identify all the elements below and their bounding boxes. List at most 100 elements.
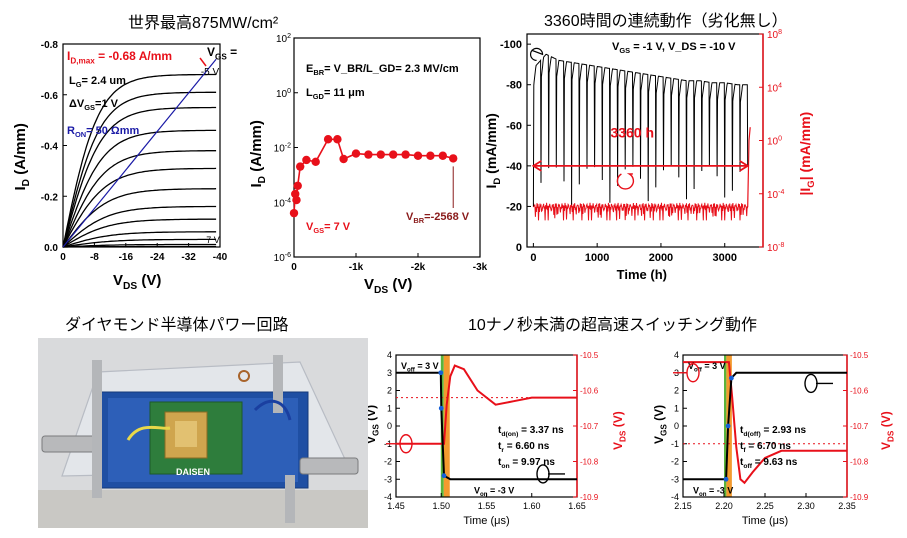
turn-on-ytick-label: 3 <box>387 368 392 378</box>
iv-curve <box>62 238 217 248</box>
turn-on-y2tick-label: -10.9 <box>580 493 599 502</box>
yellow-wire <box>126 425 171 441</box>
bd-point <box>339 154 348 164</box>
chart-layer: 0 -8 -16 -24 -32 -400.0-0.2-0.4-0.6-0.8ID,max… <box>12 29 895 527</box>
lt-y2tick-label: 10-8 <box>767 242 784 254</box>
turn-off-ytick-label: -2 <box>671 457 679 467</box>
iv-curve <box>63 245 217 248</box>
bd-series-line <box>293 138 454 214</box>
turn-off-xtick-label: 2.35 <box>838 501 856 511</box>
bd-point <box>323 135 333 144</box>
bd-xtick-label: -3k <box>473 262 488 273</box>
turn-on-y2tick-label: -10.6 <box>580 387 599 396</box>
duration-arrow-head-right <box>739 160 750 172</box>
standoff-2 <box>273 355 283 413</box>
gate-current-end <box>747 127 751 208</box>
bd-xtick-label: -2k <box>411 262 426 273</box>
gate-current-line <box>532 202 749 221</box>
turn-off-xlabel: Time (μs) <box>742 515 788 527</box>
lt-y2tick-label: 10-4 <box>767 189 784 201</box>
ron-fit-line <box>62 58 217 248</box>
duration-arrow-head-left <box>531 160 542 172</box>
lt-bias-label: VGS = -1 V, V_DS = -10 V <box>612 41 736 55</box>
turn-off-tt-label: toff = 9.63 ns <box>740 457 798 470</box>
bd-ytick-label: 100 <box>276 88 291 100</box>
turn-on-xtick-label: 1.60 <box>523 501 541 511</box>
iv-curve <box>62 91 217 248</box>
turn-on-ytick-label: -4 <box>384 492 392 502</box>
vgs-top-label: -5 V <box>201 67 220 78</box>
turn-on-marker <box>438 405 444 411</box>
ron-label: RON= 50 Ωmm <box>67 125 140 139</box>
iv-curve <box>62 243 217 248</box>
lt-ytick-label: -100 <box>500 39 522 51</box>
bnc-connector-left <box>41 435 101 453</box>
imax-label: ID,max = -0.68 A/mm <box>67 49 172 65</box>
bd-xtick-label: 0 <box>291 262 297 273</box>
iv-curve <box>62 129 217 248</box>
turn-off-y2label: VDS (V) <box>879 411 895 450</box>
vgs-label: VGS = <box>207 45 237 61</box>
turn-off-xtick-label: 2.30 <box>797 501 815 511</box>
drain-axis-pointer <box>530 47 544 61</box>
turn-off-vgs-line <box>683 371 847 481</box>
turn-on-tt-label: ton = 9.97 ns <box>498 457 555 470</box>
turn-off-y2tick-label: -10.8 <box>850 458 869 467</box>
bd-point <box>438 151 447 160</box>
lt-y2label: |IG| (mA/mm) <box>797 112 817 196</box>
turn-on-ytick-label: -3 <box>384 474 392 484</box>
lt-ytick-label: -60 <box>506 120 522 132</box>
bnc-connector-right <box>299 457 359 475</box>
turn-off-td-label: td(off) = 2.93 ns <box>740 425 806 438</box>
heading-bottom-right: 10ナノ秒未満の超高速スイッチング動作 <box>468 316 757 334</box>
bd-point <box>333 135 342 144</box>
bd-point <box>389 150 398 159</box>
lt-y2tick-label: 100 <box>767 136 782 148</box>
iv-curve <box>62 150 217 248</box>
bd-point <box>296 162 305 171</box>
lg-label: LG= 2.4 um <box>69 75 126 89</box>
lt-y2tick-label: 108 <box>767 29 782 41</box>
vgs-arrow <box>199 57 207 67</box>
iv-xtick-label: 0 <box>60 252 66 263</box>
turn-off-vds-line <box>683 361 847 485</box>
iv-xtick-label: -32 <box>181 252 196 263</box>
turn-off-delay-band <box>724 355 727 497</box>
vbr-label: VBR=-2568 V <box>406 211 470 225</box>
iv-ylabel: ID (A/mm) <box>12 123 32 190</box>
turn-on-voff-label: Voff = 3 V <box>401 361 439 374</box>
turn-on-td-label: td(on) = 3.37 ns <box>498 425 564 438</box>
iv-curve <box>62 73 217 248</box>
turn-on-tr-label: tr = 6.60 ns <box>498 441 550 454</box>
iv-ytick-label: 0.0 <box>44 243 58 254</box>
turn-on-ytick-label: 4 <box>387 350 392 360</box>
turn-on-y2tick-label: -10.8 <box>580 458 599 467</box>
iv-ytick-label: -0.4 <box>41 142 59 153</box>
lt-xtick-label: 3000 <box>712 252 736 264</box>
iv-xtick-label: -8 <box>90 252 99 263</box>
bd-ytick-label: 102 <box>276 33 291 45</box>
iv-curve <box>62 167 217 248</box>
standoff-1 <box>92 360 102 498</box>
turn-on-ytick-label: 1 <box>387 403 392 413</box>
turn-off-marker <box>725 423 731 429</box>
turn-on-ytick-label: -2 <box>384 457 392 467</box>
turn-on-ytick-label: 0 <box>387 421 392 431</box>
iv-xtick-label: -16 <box>119 252 134 263</box>
lt-xtick-label: 1000 <box>585 252 609 264</box>
bd-point <box>413 151 423 160</box>
turn-off-marker <box>728 375 734 381</box>
iv-xtick-label: -40 <box>213 252 228 263</box>
blue-wire <box>253 399 292 421</box>
turn-off-ytick-label: 2 <box>674 386 679 396</box>
turn-on-xtick-label: 1.65 <box>568 501 586 511</box>
lt-ylabel: ID (mA/mm) <box>483 113 503 188</box>
lt-ytick-label: -80 <box>506 80 522 92</box>
bd-xlabel: VDS (V) <box>364 276 412 296</box>
iv-ytick-label: -0.6 <box>41 91 59 102</box>
bd-xtick-label: -1k <box>349 262 364 273</box>
lgd-label: LGD= 11 μm <box>306 87 365 101</box>
bd-point <box>292 195 301 205</box>
lt-xtick-label: 2000 <box>649 252 673 264</box>
bd-ytick-label: 10-2 <box>274 143 291 155</box>
